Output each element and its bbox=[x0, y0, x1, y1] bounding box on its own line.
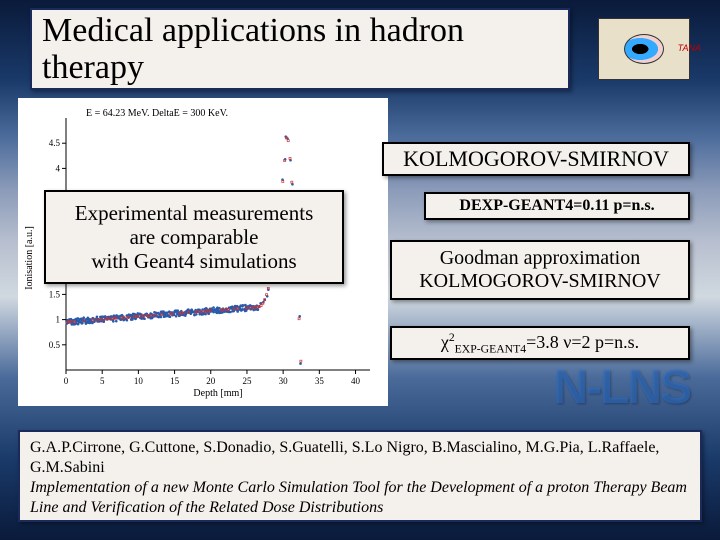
svg-text:0: 0 bbox=[64, 376, 69, 386]
ks-label: KOLMOGOROV-SMIRNOV bbox=[403, 146, 669, 172]
eye-icon bbox=[624, 34, 664, 64]
goodman-content: Goodman approximation KOLMOGOROV-SMIRNOV bbox=[419, 247, 661, 293]
goodman-line1: Goodman approximation bbox=[419, 247, 661, 270]
ks-box: KOLMOGOROV-SMIRNOV bbox=[382, 142, 690, 176]
chi-box: χ2EXP-GEANT4=3.8 ν=2 p=n.s. bbox=[390, 326, 690, 360]
svg-text:30: 30 bbox=[279, 376, 289, 386]
chi-prefix: χ bbox=[441, 332, 449, 352]
exp-line3: with Geant4 simulations bbox=[75, 249, 314, 273]
svg-text:0.5: 0.5 bbox=[49, 340, 61, 350]
title-box: Medical applications in hadron therapy bbox=[30, 8, 570, 90]
svg-text:5: 5 bbox=[100, 376, 105, 386]
svg-text:40: 40 bbox=[351, 376, 361, 386]
logo bbox=[598, 18, 690, 80]
chi-rest: =3.8 ν=2 p=n.s. bbox=[526, 332, 639, 352]
svg-text:35: 35 bbox=[315, 376, 325, 386]
authors-box: G.A.P.Cirrone, G.Cuttone, S.Donadio, S.G… bbox=[18, 430, 702, 522]
svg-text:E = 64.23 MeV. DeltaE = 300 K: E = 64.23 MeV. DeltaE = 300 KeV. bbox=[86, 108, 228, 119]
svg-text:10: 10 bbox=[134, 376, 144, 386]
svg-text:1.5: 1.5 bbox=[49, 289, 61, 299]
exp-line2: are comparable bbox=[75, 225, 314, 249]
watermark: N-LNS bbox=[553, 360, 690, 415]
goodman-line2: KOLMOGOROV-SMIRNOV bbox=[419, 270, 661, 293]
dexp-box: DEXP-GEANT4=0.11 p=n.s. bbox=[424, 192, 690, 220]
svg-text:20: 20 bbox=[206, 376, 216, 386]
svg-text:4.5: 4.5 bbox=[49, 138, 61, 148]
authors-list: G.A.P.Cirrone, G.Cuttone, S.Donadio, S.G… bbox=[30, 438, 690, 478]
dexp-label: DEXP-GEANT4=0.11 p=n.s. bbox=[459, 197, 654, 215]
paper-title: Implementation of a new Monte Carlo Simu… bbox=[30, 478, 690, 518]
page-title: Medical applications in hadron therapy bbox=[42, 12, 558, 87]
exp-line1: Experimental measurements bbox=[75, 201, 314, 225]
goodman-box: Goodman approximation KOLMOGOROV-SMIRNOV bbox=[390, 240, 690, 300]
svg-text:1: 1 bbox=[56, 315, 61, 325]
svg-text:Ionisation [a.u.]: Ionisation [a.u.] bbox=[24, 226, 35, 290]
svg-text:Depth [mm]: Depth [mm] bbox=[193, 388, 242, 399]
chi-sub: EXP-GEANT4 bbox=[455, 342, 526, 355]
svg-text:4: 4 bbox=[56, 163, 61, 173]
chi-content: χ2EXP-GEANT4=3.8 ν=2 p=n.s. bbox=[441, 331, 639, 356]
svg-text:25: 25 bbox=[242, 376, 252, 386]
exp-box-content: Experimental measurements are comparable… bbox=[75, 201, 314, 273]
experimental-box: Experimental measurements are comparable… bbox=[44, 190, 344, 284]
svg-text:15: 15 bbox=[170, 376, 180, 386]
